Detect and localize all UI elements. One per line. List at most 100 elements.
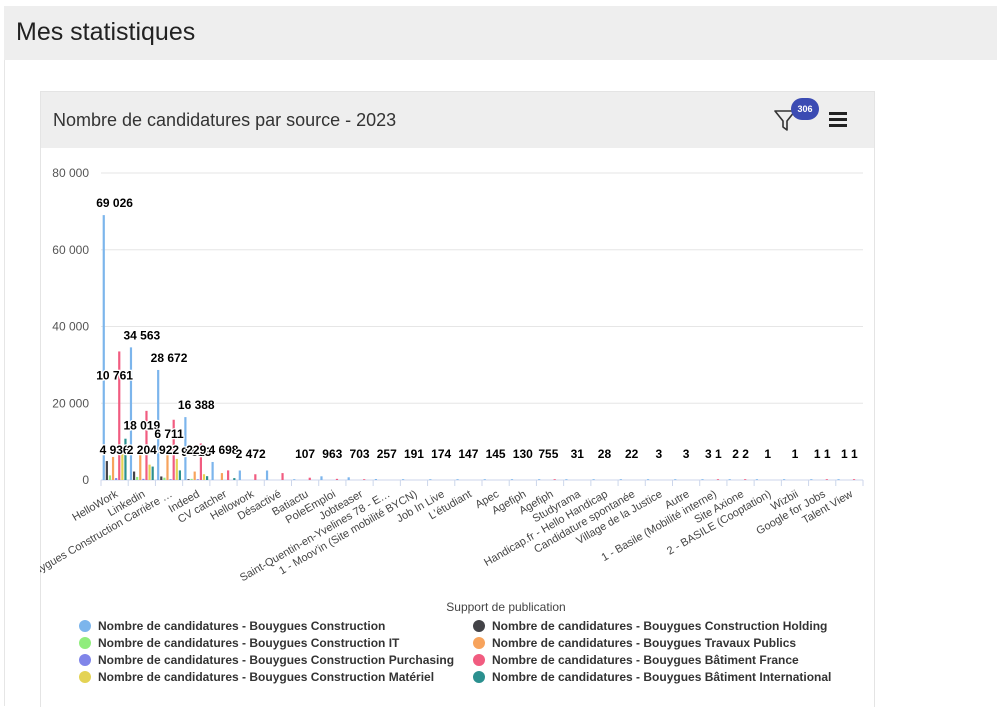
bar [553,479,556,480]
bar [783,479,786,480]
bar [233,478,236,480]
data-label: 1 [841,447,848,461]
bar [254,474,257,480]
bar [193,471,196,480]
data-label: 3 [683,447,690,461]
bar [196,479,199,480]
bar [728,479,731,480]
bar [111,456,115,480]
data-label: 107 [295,447,315,461]
bar [320,476,323,480]
data-label: 22 [625,447,639,461]
data-label: 2 472 [236,447,266,461]
bar-chart: 0 20 000 40 000 60 000 80 000 69 026 10 761 4 9… [40,166,864,684]
legend-marker [473,654,485,666]
bar [206,476,209,480]
bar [211,461,214,480]
legend-label: Nombre de candidatures - Bouygues Constr… [98,636,400,650]
bar [265,470,269,480]
data-label: 257 [377,447,397,461]
bar [151,466,154,480]
bar [281,473,284,480]
y-tick-label: 40 000 [52,320,89,334]
bar [429,479,432,480]
bar [308,477,311,480]
bar [852,479,856,480]
data-label: 5 [552,447,559,461]
data-label: 34 563 [123,328,160,342]
legend-marker [79,654,91,666]
bar [202,474,206,480]
legend-marker [79,671,91,683]
bar [124,438,127,480]
bar [102,215,105,480]
bar [157,369,160,480]
data-label: 3 [656,447,663,461]
bar [510,479,514,480]
legend-label: Nombre de candidatures - Bouygues Bâtime… [492,653,799,667]
bar [160,476,163,480]
bar [178,470,181,480]
bar [810,479,813,480]
legend-marker [473,620,485,632]
data-label: 2 [732,447,739,461]
chart-card-header: Nombre de candidatures par source - 2023… [41,92,874,148]
bar [646,479,650,480]
filter-count-badge: 306 [791,98,819,120]
legend-label: Nombre de candidatures - Bouygues Constr… [98,653,454,667]
y-tick-label: 60 000 [52,243,89,257]
data-label: 69 026 [96,196,133,210]
bar [108,475,112,480]
data-label: 2 [742,447,749,461]
bar [347,477,350,480]
bar [565,479,568,480]
data-label: 1 [764,447,771,461]
bar [825,479,828,480]
page-header: Mes statistiques [4,6,997,60]
bar [293,479,296,480]
bar [175,458,178,480]
bar [148,464,151,480]
bar [238,470,241,480]
data-label: 1 [824,447,831,461]
bar [184,417,187,480]
data-label: 6 711 [154,427,184,441]
y-tick-label: 20 000 [52,396,89,410]
data-label: 3 [705,447,712,461]
bar [115,478,118,480]
bar [744,479,747,480]
bar [220,473,224,480]
bar [172,419,175,480]
x-axis-title: Support de publication [446,600,565,614]
data-label: 147 [458,447,478,461]
chart-card: Nombre de candidatures par source - 2023… [40,91,875,707]
bar [483,479,486,480]
bar [118,351,121,480]
bar [142,478,145,480]
bar [755,479,758,480]
bar [163,477,166,480]
bar [121,449,124,480]
data-label: 145 [486,447,506,461]
y-tick-label: 0 [82,473,89,487]
bar [139,445,142,480]
data-label: 1 [792,447,799,461]
bar [619,479,622,480]
bar [169,479,172,480]
data-label: 703 [350,447,370,461]
bar [187,479,190,480]
data-label: 130 [513,447,533,461]
data-label: 1 [715,447,722,461]
legend-label: Nombre de candidatures - Bouygues Constr… [98,619,385,633]
bar [716,479,720,480]
page-title: Mes statistiques [16,18,196,46]
data-label: 1 [814,447,821,461]
hamburger-menu-icon[interactable] [829,112,847,130]
legend-marker [79,620,91,632]
data-label: 75 [538,447,552,461]
legend-marker [473,637,485,649]
legend-label: Nombre de candidatures - Bouygues Travau… [492,636,796,650]
data-label: 4 698 [208,443,238,457]
bar [837,479,840,480]
data-label: 31 [571,447,585,461]
